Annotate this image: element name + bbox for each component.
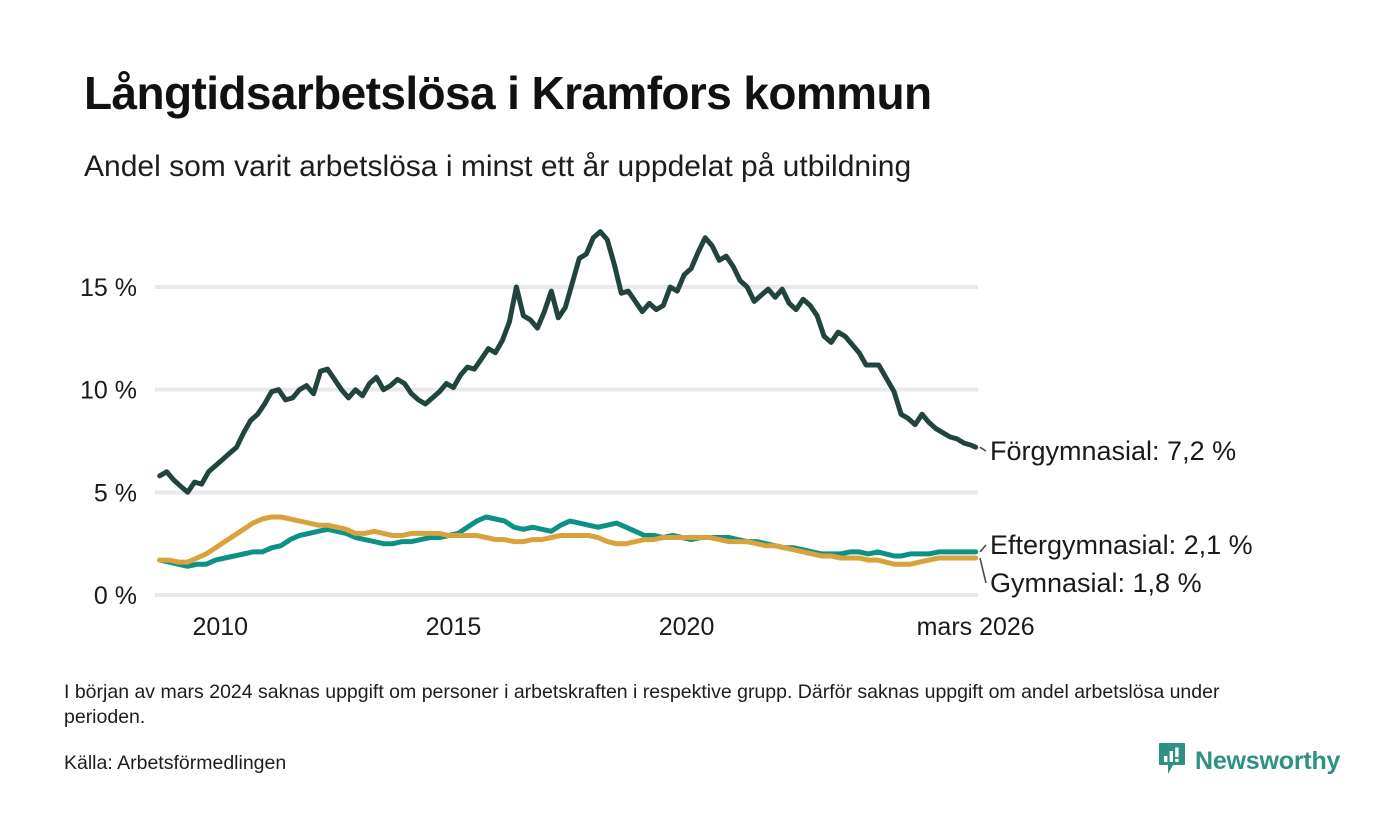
x-axis-tick-label: mars 2026 <box>917 613 1035 641</box>
x-axis-tick-label: 2020 <box>659 613 715 641</box>
bar-chart-speech-bubble-icon <box>1158 742 1186 781</box>
chart-source: Källa: Arbetsförmedlingen <box>64 752 287 774</box>
label-connector <box>979 544 987 553</box>
x-axis-tick-label: 2015 <box>426 613 482 641</box>
y-axis-tick-label: 5 % <box>94 479 137 507</box>
series-end-label-förgymnasial: Förgymnasial: 7,2 % <box>990 436 1236 466</box>
y-axis-tick-label: 10 % <box>80 377 137 405</box>
series-line-gymnasial <box>157 514 979 567</box>
logo-text: Newsworthy <box>1195 747 1341 775</box>
label-connector <box>979 557 987 584</box>
page-title: Långtidsarbetslösa i Kramfors kommun <box>84 67 932 119</box>
series-line-eftergymnasial <box>157 514 979 569</box>
y-axis-tick-label: 0 % <box>94 582 137 610</box>
series-end-label-gymnasial: Gymnasial: 1,8 % <box>990 568 1202 598</box>
gridlines-group <box>155 285 978 597</box>
y-axis-labels-group: 0 % 5 % 10 % 15 % <box>80 274 137 610</box>
x-axis-labels-group: 2010 2015 2020 mars 2026 <box>192 613 1034 641</box>
series-labels-group: Förgymnasial: 7,2 % Eftergymnasial: 2,1 %… <box>990 436 1253 598</box>
label-connectors-group <box>979 446 987 584</box>
newsworthy-logo: Newsworthy <box>1158 742 1340 781</box>
series-end-label-eftergymnasial: Eftergymnasial: 2,1 % <box>990 530 1253 560</box>
y-axis-tick-label: 15 % <box>80 274 137 302</box>
series-lines-group <box>157 229 979 569</box>
x-axis-tick-label: 2010 <box>192 613 248 641</box>
label-connector <box>979 446 987 452</box>
chart-note: I början av mars 2024 saknas uppgift om … <box>64 681 1220 729</box>
series-line-förgymnasial <box>157 229 979 495</box>
page-subtitle: Andel som varit arbetslösa i minst ett å… <box>84 150 912 183</box>
